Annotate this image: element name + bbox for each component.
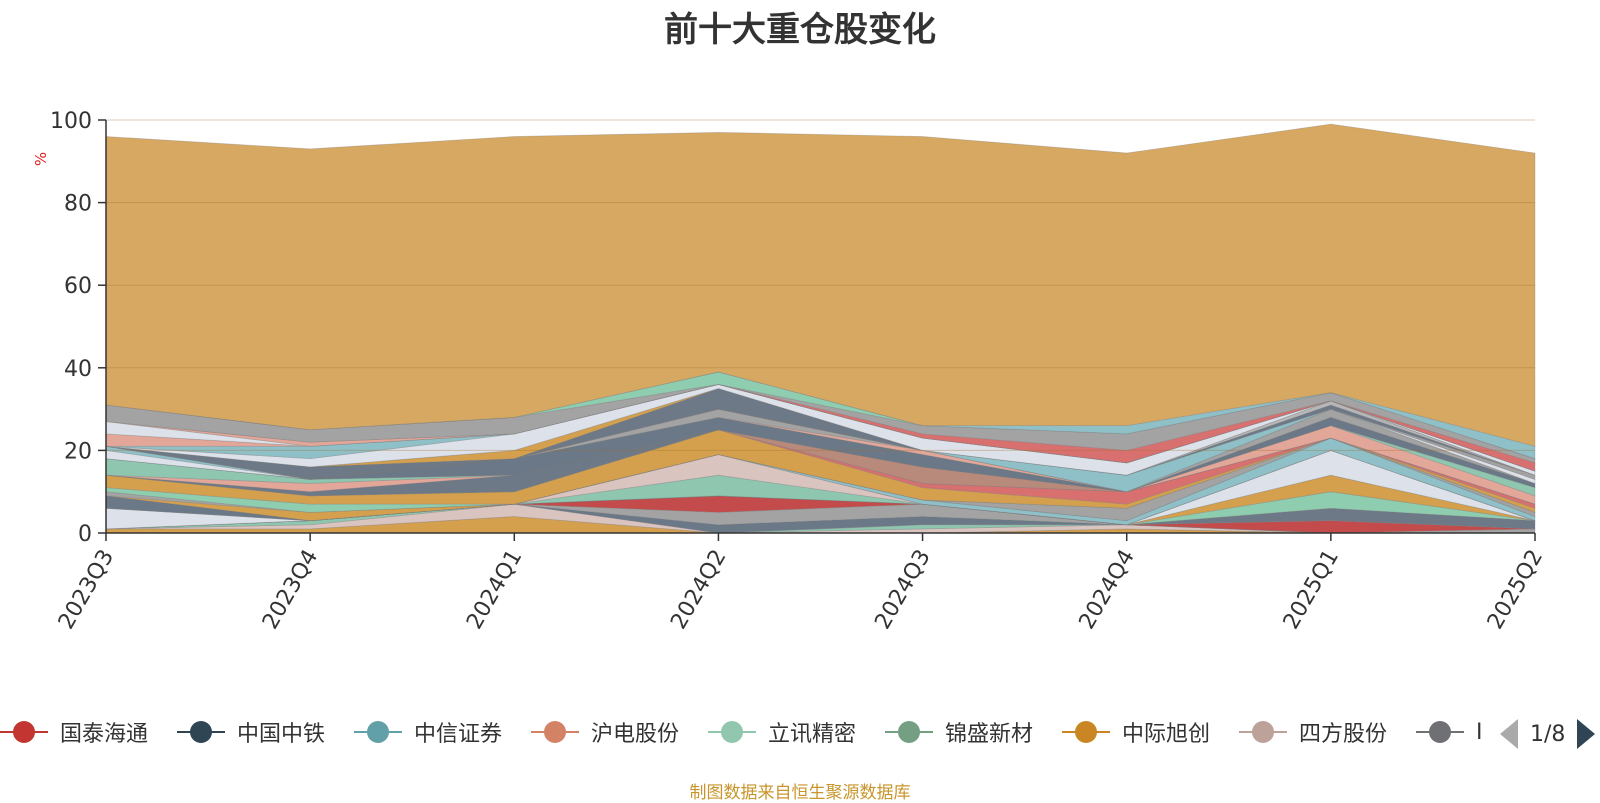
legend-label: 沪电股份 — [591, 722, 680, 747]
legend-marker-icon — [0, 720, 48, 744]
series-area-29 — [105, 408, 1536, 480]
legend-page-indicator: 1/8 — [1530, 721, 1566, 747]
series-area-42 — [105, 123, 1536, 447]
legend-label: I — [1476, 719, 1483, 745]
series-area-39 — [105, 383, 1536, 464]
series-area-10 — [105, 449, 1536, 530]
series-area-33 — [105, 383, 1536, 476]
x-tick-label-2024Q1: 2024Q1 — [462, 546, 527, 634]
legend-marker-icon — [1239, 720, 1287, 744]
legend-item-4[interactable]: 沪电股份 — [531, 712, 679, 752]
series-area-41 — [105, 371, 1536, 460]
series-area-38 — [105, 383, 1536, 472]
series-area-24 — [105, 416, 1536, 493]
legend-item-1[interactable]: 国泰海通 — [0, 712, 148, 752]
legend-pager: 1/8 — [1500, 716, 1596, 752]
legend-label: 中信证券 — [414, 722, 503, 747]
series-area-16 — [105, 437, 1536, 522]
legend-label: 国泰海通 — [60, 722, 149, 747]
x-tick-label-2025Q1: 2025Q1 — [1279, 546, 1344, 634]
x-tick-label-2023Q3: 2023Q3 — [54, 546, 119, 634]
legend-label: 四方股份 — [1299, 722, 1388, 747]
legend: 国泰海通 中国中铁 中信证券 沪电股份 立讯精密 锦盛新材 中际旭创 四方股份 I — [0, 712, 1600, 752]
legend-marker-icon — [531, 720, 579, 744]
legend-label: 中国中铁 — [237, 722, 326, 747]
legend-marker-icon — [354, 720, 402, 744]
y-tick-label-0: 0 — [78, 522, 92, 547]
series-area-22 — [105, 425, 1536, 505]
y-tick-label-40: 40 — [64, 357, 92, 382]
legend-label: 锦盛新材 — [945, 722, 1034, 747]
data-source-note: 制图数据来自恒生聚源数据库 — [689, 783, 911, 803]
series-area-23 — [105, 425, 1536, 497]
x-tick-label-2024Q3: 2024Q3 — [870, 546, 935, 634]
x-tick-label-2024Q4: 2024Q4 — [1075, 546, 1140, 634]
legend-marker-icon — [885, 720, 933, 744]
legend-marker-icon — [708, 720, 756, 744]
series-area-18 — [105, 429, 1536, 513]
series-area-5 — [105, 503, 1536, 534]
legend-item-3[interactable]: 中信证券 — [354, 712, 502, 752]
legend-label: 立讯精密 — [768, 722, 857, 747]
y-tick-label-20: 20 — [64, 439, 92, 464]
x-tick-label-2025Q2: 2025Q2 — [1483, 546, 1548, 634]
legend-next-arrow-icon[interactable] — [1577, 719, 1596, 749]
y-tick-label-60: 60 — [64, 274, 92, 299]
legend-marker-icon — [1062, 720, 1110, 744]
legend-item-8[interactable]: 四方股份 — [1239, 712, 1387, 752]
x-tick-label-2024Q2: 2024Q2 — [666, 546, 731, 634]
y-tick-label-100: 100 — [50, 109, 92, 134]
area-chart: 0 20 40 60 80 100 2023Q3 2023Q4 2024Q1 2024Q2 2024… — [50, 109, 1548, 634]
legend-prev-arrow-icon[interactable] — [1500, 719, 1518, 749]
series-area-27 — [105, 408, 1536, 493]
legend-marker-icon — [1416, 720, 1464, 744]
legend-marker-icon — [177, 720, 225, 744]
chart-title: 前十大重仓股变化 — [664, 10, 936, 50]
series-area-19 — [105, 429, 1536, 509]
legend-label: 中际旭创 — [1122, 722, 1211, 747]
legend-item-6[interactable]: 锦盛新材 — [885, 712, 1033, 752]
legend-item-9[interactable]: I — [1416, 712, 1483, 752]
x-tick-label-2023Q4: 2023Q4 — [258, 546, 323, 634]
series-area-7 — [105, 495, 1536, 530]
y-tick-label-80: 80 — [64, 192, 92, 217]
legend-item-5[interactable]: 立讯精密 — [708, 712, 856, 752]
series-area-14 — [105, 437, 1536, 526]
legend-item-2[interactable]: 中国中铁 — [177, 712, 325, 752]
legend-item-7[interactable]: 中际旭创 — [1062, 712, 1210, 752]
